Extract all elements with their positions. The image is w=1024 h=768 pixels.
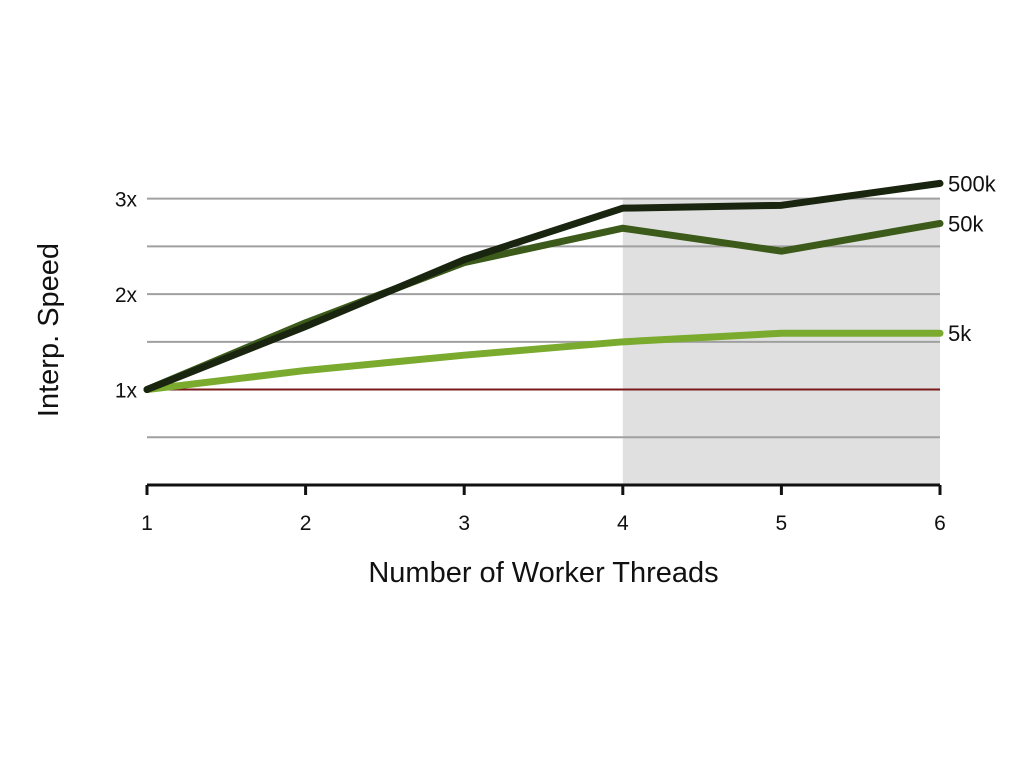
x-tick-label: 5 xyxy=(776,512,788,535)
y-tick-label: 1x xyxy=(115,380,138,403)
y-axis-title: Interp. Speed xyxy=(33,243,65,417)
y-axis-ticks: 1x 2x 3x xyxy=(115,189,138,403)
x-tick-label: 4 xyxy=(617,512,629,535)
y-tick-label: 2x xyxy=(115,284,138,307)
y-tick-label: 3x xyxy=(115,189,138,212)
series-label-5k: 5k xyxy=(948,321,972,346)
series-line-500k xyxy=(143,179,944,394)
x-axis-title: Number of Worker Threads xyxy=(368,557,718,589)
x-tick-label: 6 xyxy=(934,512,946,535)
series-line-5k xyxy=(143,329,944,394)
series-label-50k: 50k xyxy=(948,211,984,236)
x-axis-ticks: 1 2 3 4 5 6 xyxy=(141,485,946,535)
x-tick-label: 2 xyxy=(300,512,312,535)
series-label-500k: 500k xyxy=(948,171,997,196)
x-tick-label: 3 xyxy=(458,512,470,535)
series-labels: 5k 50k 500k xyxy=(948,171,997,346)
series-lines xyxy=(143,179,944,394)
x-tick-label: 1 xyxy=(141,512,153,535)
